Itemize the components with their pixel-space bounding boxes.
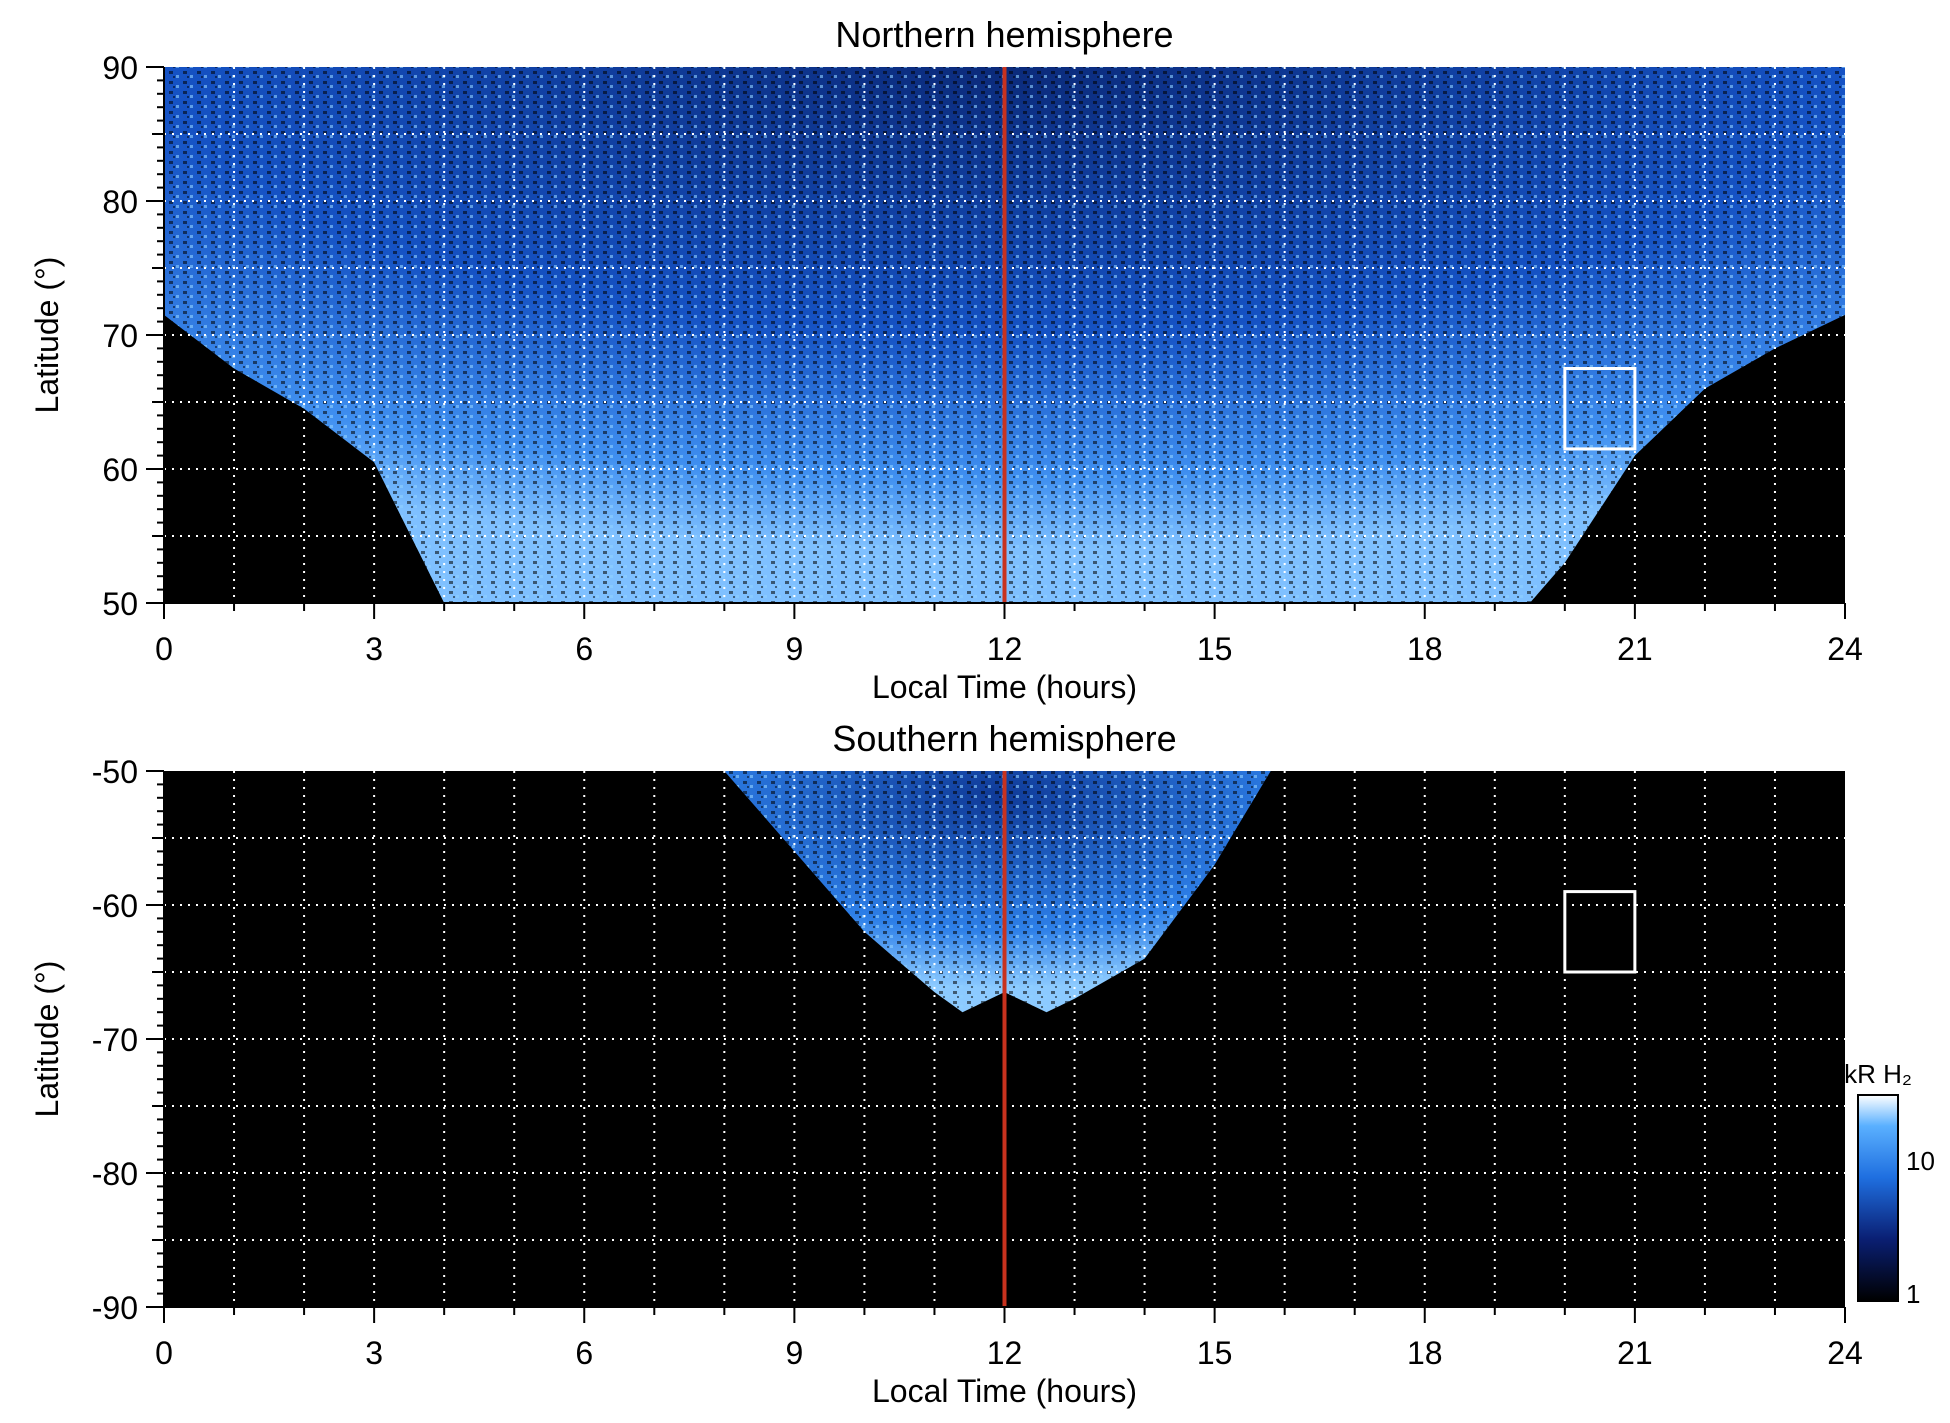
region-box (1563, 890, 1637, 974)
y-tick-label: 80 (102, 184, 138, 220)
x-tick-label: 24 (1827, 631, 1863, 667)
x-axis-label: Local Time (hours) (872, 669, 1137, 705)
x-tick-label: 9 (785, 1335, 803, 1371)
x-tick-label: 18 (1407, 631, 1443, 667)
x-tick-label: 0 (155, 631, 173, 667)
colorbar: kR H₂ 10 1 (1844, 1059, 1935, 1309)
y-tick-label: -70 (92, 1022, 138, 1058)
x-axis-label: Local Time (hours) (872, 1373, 1137, 1409)
colorbar-tick-10: 10 (1906, 1146, 1935, 1176)
x-tick-label: 9 (785, 631, 803, 667)
x-tick-label: 15 (1197, 631, 1233, 667)
y-tick-label: 90 (102, 50, 138, 86)
panel-title: Southern hemisphere (832, 718, 1176, 759)
y-tick-label: 60 (102, 452, 138, 488)
colorbar-gradient (1857, 1094, 1899, 1302)
y-tick-label: -80 (92, 1156, 138, 1192)
x-tick-label: 3 (365, 631, 383, 667)
x-tick-label: 21 (1617, 1335, 1653, 1371)
y-tick-label: 50 (102, 586, 138, 622)
x-tick-label: 0 (155, 1335, 173, 1371)
panel-title: Northern hemisphere (835, 14, 1173, 55)
y-axis-label: Latitude (°) (29, 961, 65, 1118)
x-tick-label: 12 (987, 631, 1023, 667)
region-box (1563, 367, 1637, 451)
x-tick-label: 3 (365, 1335, 383, 1371)
x-tick-label: 15 (1197, 1335, 1233, 1371)
y-tick-label: -50 (92, 754, 138, 790)
emission-texture (724, 771, 1271, 1013)
x-tick-label: 12 (987, 1335, 1023, 1371)
colorbar-tick-1: 1 (1906, 1279, 1920, 1309)
x-tick-label: 6 (575, 1335, 593, 1371)
x-tick-label: 24 (1827, 1335, 1863, 1371)
north-panel: 0 3 6 9 12 15 18 21 24 50 60 70 80 90 Northern hemisph… (29, 14, 1863, 705)
y-tick-label: -60 (92, 888, 138, 924)
y-axis-label: Latitude (°) (29, 257, 65, 414)
x-tick-label: 18 (1407, 1335, 1443, 1371)
y-tick-label: -90 (92, 1290, 138, 1326)
south-panel: 0 3 6 9 12 15 18 21 24 -90 -80 -70 -60 -50 Southern he… (29, 718, 1863, 1409)
colorbar-label: kR H₂ (1844, 1059, 1912, 1089)
y-tick-label: 70 (102, 318, 138, 354)
x-tick-label: 6 (575, 631, 593, 667)
x-tick-label: 21 (1617, 631, 1653, 667)
